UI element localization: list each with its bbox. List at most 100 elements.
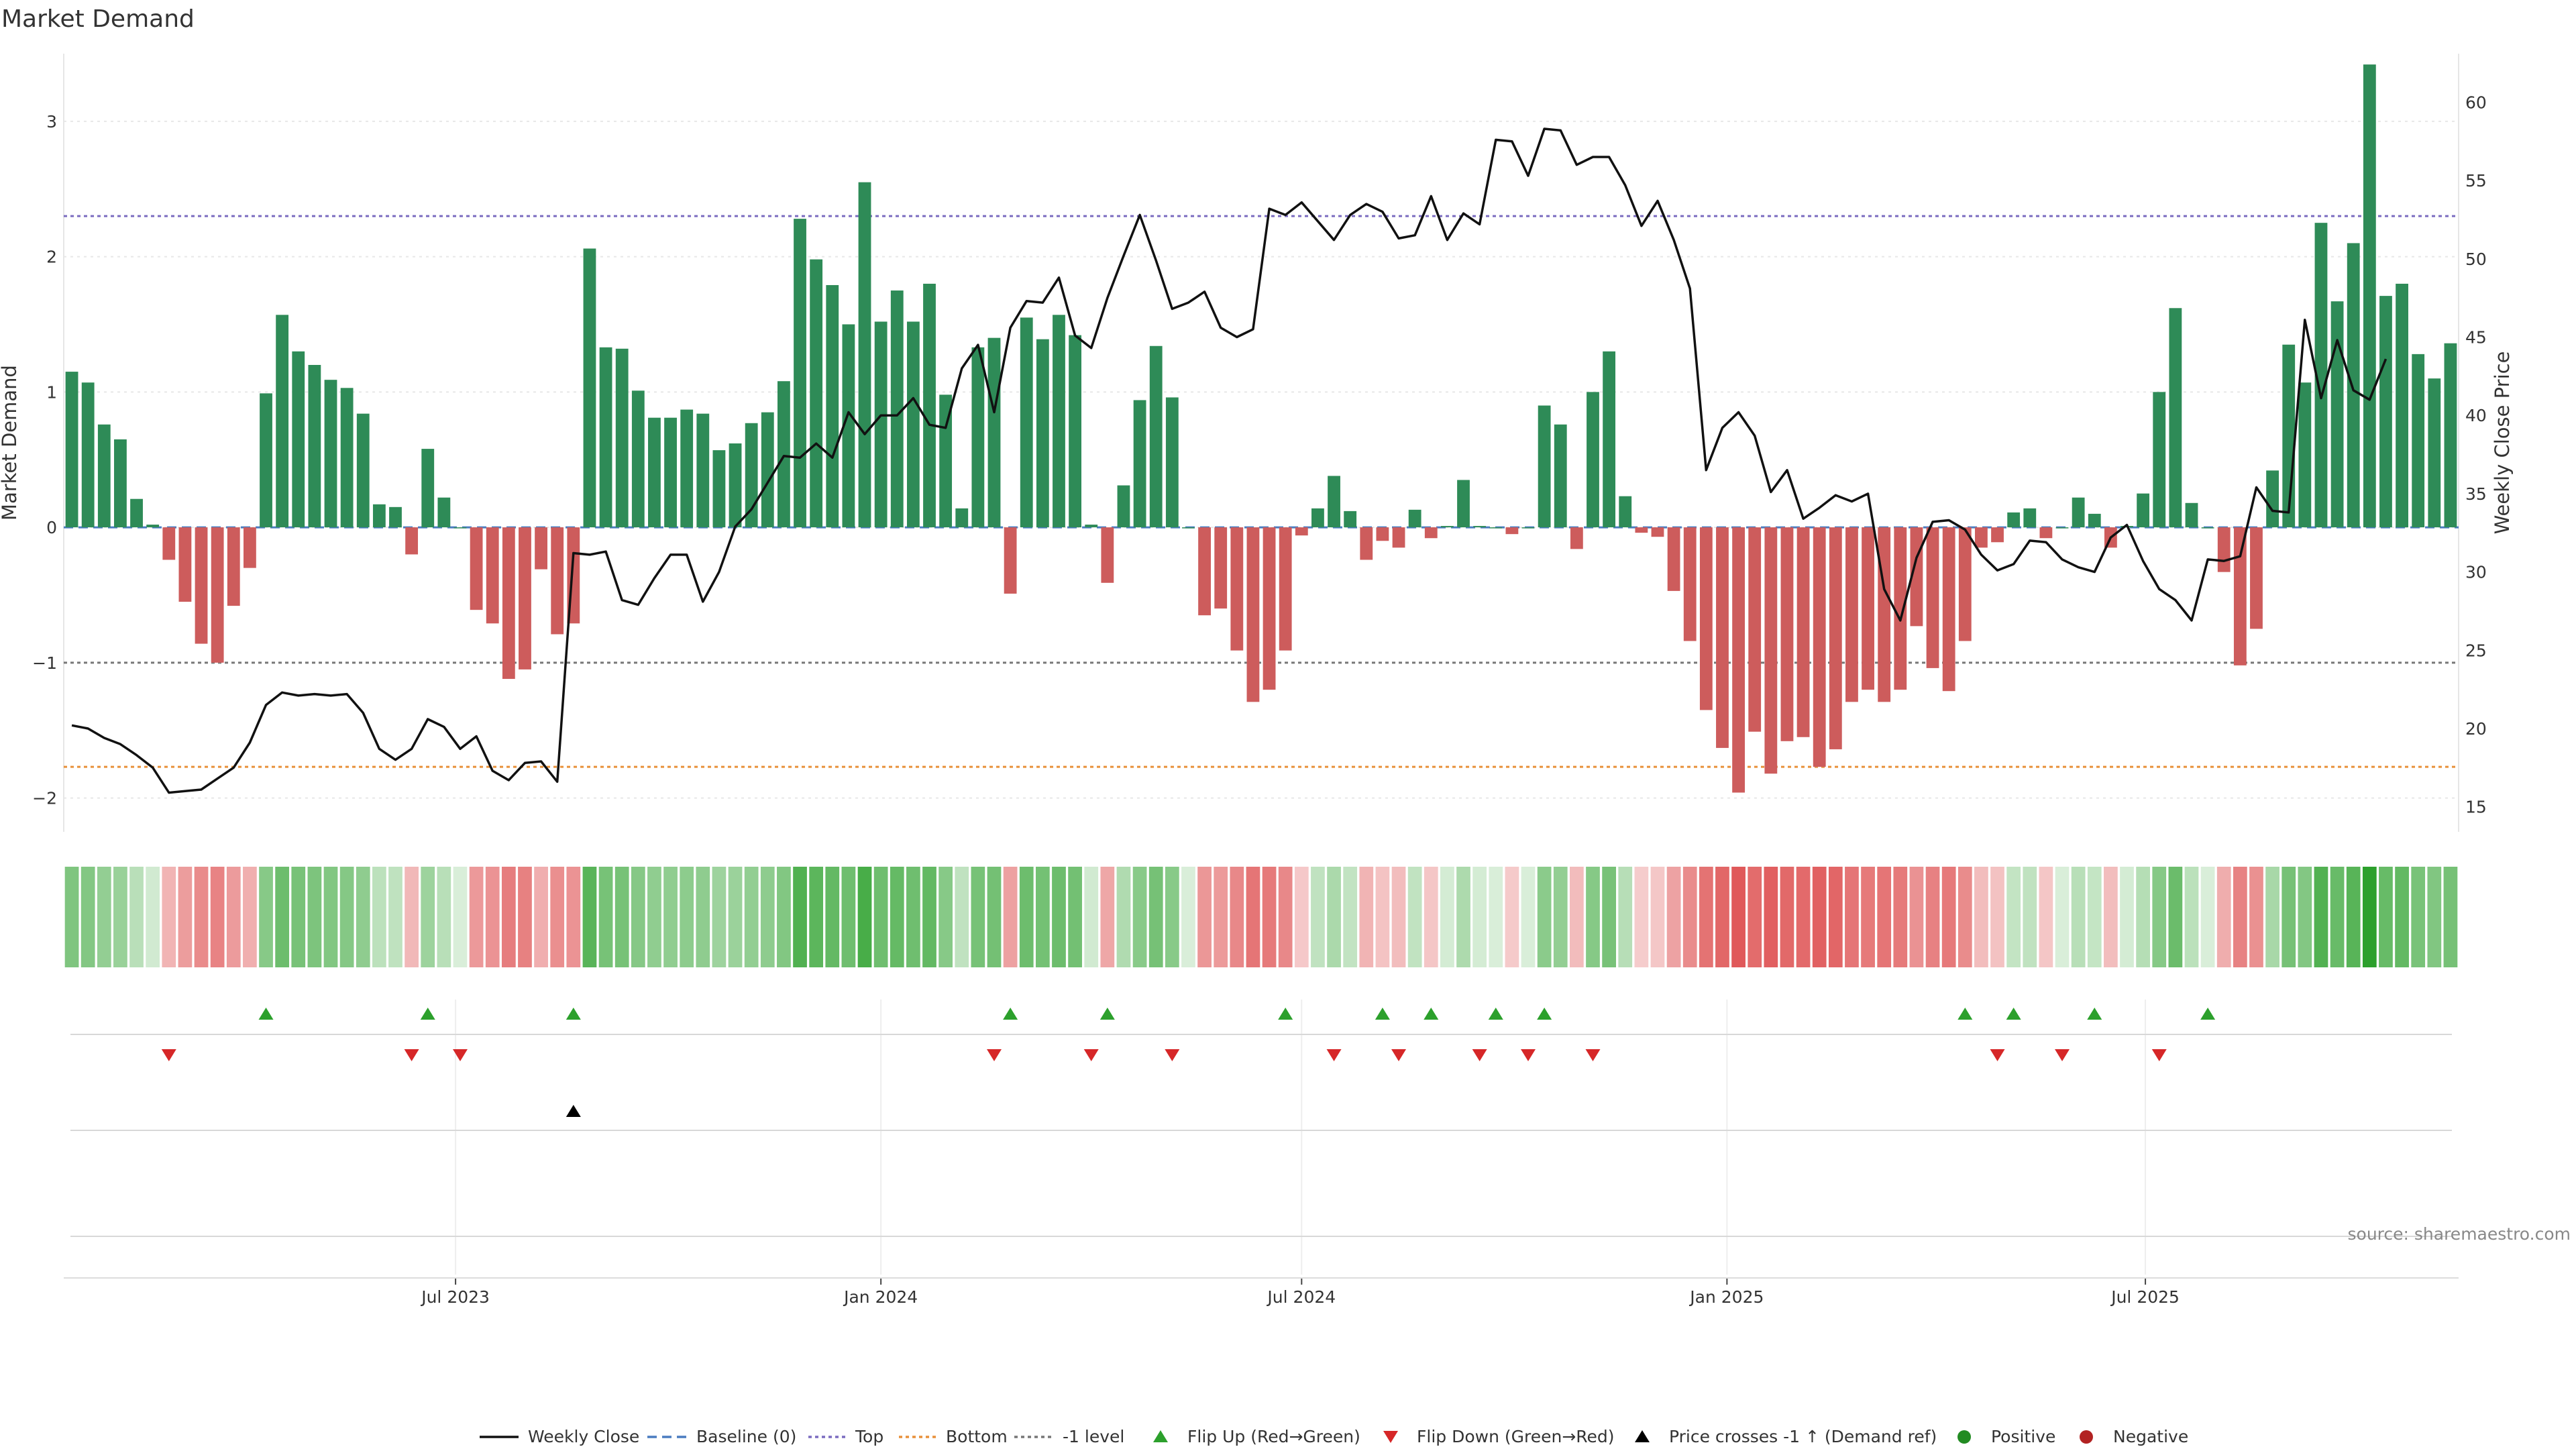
heat-cell [1812,867,1827,967]
demand-bar [2444,343,2457,528]
heat-cell [80,867,95,967]
demand-bar [1991,527,2004,543]
heat-cell [405,867,419,967]
heat-cell [421,867,435,967]
demand-bar [1635,527,1648,533]
heat-cell [793,867,807,967]
y2-axis-ticks: 15 20 25 30 35 40 45 50 55 60 [2465,93,2487,816]
heat-cell [1877,867,1892,967]
demand-bar [2266,470,2279,528]
demand-bar [1780,527,1794,741]
heat-cell [1861,867,1875,967]
flip-down-marker [1585,1049,1601,1061]
demand-bar [2412,354,2425,528]
demand-bar [65,372,78,528]
demand-bar [1538,405,1551,528]
demand-bar [1053,315,1065,528]
demand-bar [421,449,435,528]
demand-bar [794,219,806,528]
flip-down-marker [1165,1049,1180,1061]
demand-bar [955,508,969,528]
heat-cell [2249,867,2263,967]
legend-label: Weekly Close [528,1427,639,1446]
heat-cell [388,867,402,967]
demand-bar [1845,527,1858,702]
heat-cell [1294,867,1309,967]
demand-bar [178,527,192,602]
heat-cell [1553,867,1568,967]
demand-bar [1182,527,1195,529]
demand-bar [1198,527,1211,616]
demand-bar [1829,527,1842,749]
heat-cell [777,867,791,967]
heat-cell [2362,867,2377,967]
heat-cell [614,867,629,967]
demand-bar [1878,527,1891,702]
demand-bar [1716,527,1729,748]
demand-bar [502,527,515,680]
demand-bar [2055,527,2069,529]
demand-bar [535,527,547,570]
heat-cell [728,867,743,967]
heat-cell [307,867,322,967]
demand-bar [729,443,742,528]
demand-bar [1133,400,1146,528]
heat-cell [598,867,613,967]
heat-cell [243,867,257,967]
demand-bar [2088,513,2101,528]
demand-bar [2185,502,2198,528]
y2-axis-title: Weekly Close Price [2491,352,2514,535]
heat-cell [2411,867,2426,967]
y-axis-title: Market Demand [0,365,21,521]
demand-bar [1004,527,1017,594]
demand-bar [2072,497,2085,528]
heat-cell [2039,867,2053,967]
heat-cell [1343,867,1358,967]
heat-cell [2055,867,2070,967]
heat-cell [1068,867,1082,967]
demand-bar [308,365,321,528]
heat-cell [2395,867,2409,967]
y2-tick-label: 35 [2465,484,2487,504]
demand-bar [130,498,143,528]
heat-cell [1586,867,1600,967]
demand-bar [648,417,661,528]
y2-tick-label: 60 [2465,93,2487,112]
heat-cell [1489,867,1503,967]
demand-bar [1473,526,1487,528]
flip-down-marker [161,1049,176,1061]
demand-bar [2153,392,2166,528]
heat-cell [582,867,597,967]
demand-bar [1732,527,1745,793]
demand-bar [2347,243,2360,528]
heat-cell [1116,867,1131,967]
heat-cell [841,867,856,967]
heat-cell [2427,867,2442,967]
demand-bar [453,527,467,529]
demand-bar [1796,527,1810,737]
legend-label: Top [855,1427,883,1446]
demand-bar [2039,527,2053,539]
y2-tick-label: 50 [2465,250,2487,269]
demand-bars [65,64,2457,793]
heat-cell [1197,867,1212,967]
heat-cell [1731,867,1746,967]
demand-bar [2363,64,2376,528]
demand-bar [1020,317,1033,528]
heat-cell [1925,867,1940,967]
demand-bar [1764,527,1778,774]
heat-cell [2104,867,2118,967]
demand-bar [2330,301,2344,528]
demand-bar [2428,378,2441,528]
heat-cell [1003,867,1018,967]
heat-cell [1472,867,1487,967]
heat-cell [1230,867,1244,967]
heat-cell [2265,867,2279,967]
heat-cell [437,867,451,967]
demand-bar [696,413,710,528]
demand-bar [1603,351,1616,528]
x-tick-label: Jul 2024 [1266,1287,1336,1307]
x-tick-label: Jan 2025 [1688,1287,1764,1307]
heat-cell [1278,867,1293,967]
demand-bar [1521,527,1535,529]
